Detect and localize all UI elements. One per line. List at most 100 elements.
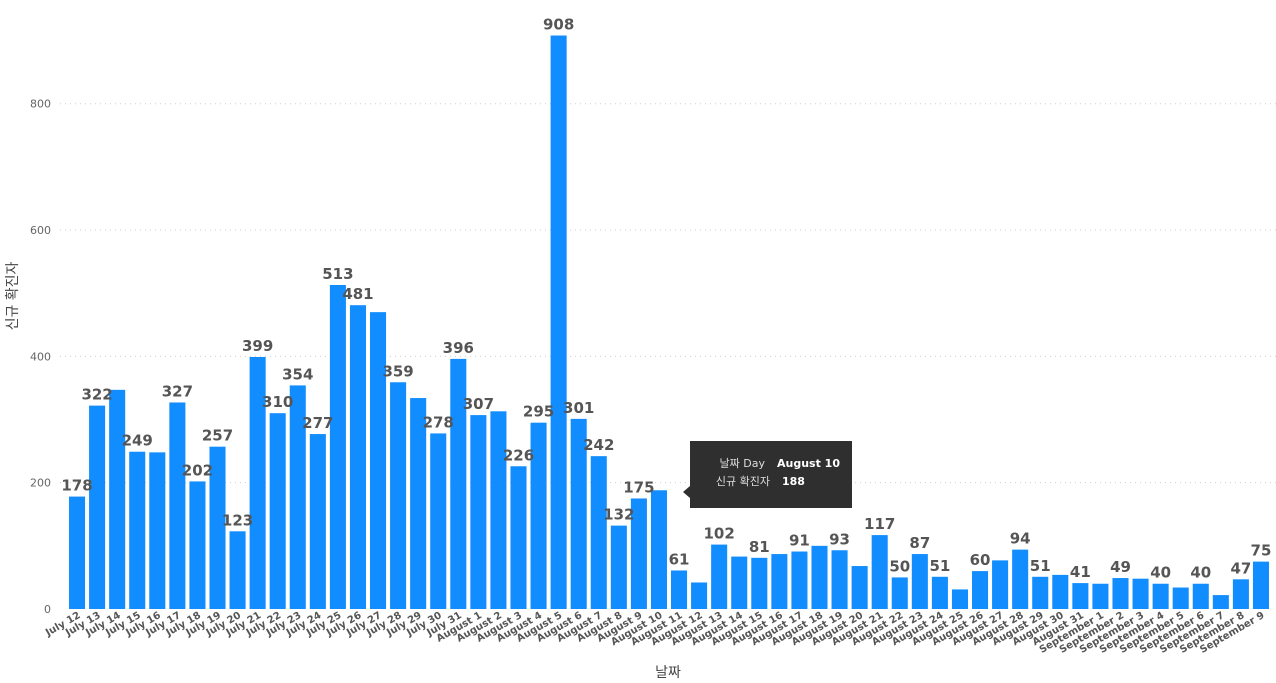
bar[interactable] [751,557,768,609]
data-label: 354 [282,365,313,383]
bar[interactable] [410,398,427,609]
bar[interactable] [630,498,647,609]
bar[interactable] [1152,583,1169,609]
bar[interactable] [189,481,206,609]
data-label: 123 [222,511,253,529]
bar[interactable] [871,535,888,609]
bar[interactable] [1052,574,1069,609]
bar[interactable] [931,576,948,609]
bar[interactable] [691,582,708,609]
bar[interactable] [1072,583,1089,609]
bar[interactable] [129,451,146,609]
bar[interactable] [1092,583,1109,609]
bar[interactable] [249,356,266,609]
data-label: 278 [423,413,454,431]
bar[interactable] [671,570,688,609]
bar[interactable] [370,312,387,609]
data-label: 51 [929,557,950,575]
bar[interactable] [390,382,407,609]
bar[interactable] [470,415,487,609]
bar[interactable] [911,554,928,609]
data-label: 81 [749,538,770,556]
bar[interactable] [1252,561,1269,609]
data-label: 513 [322,265,353,283]
data-label: 49 [1110,558,1131,576]
bar[interactable] [570,418,587,609]
data-label: 61 [669,550,690,568]
bar[interactable] [349,305,366,609]
bar[interactable] [209,446,226,609]
data-label: 47 [1230,559,1251,577]
bar[interactable] [1132,578,1149,609]
data-label: 93 [829,530,850,548]
bar[interactable] [1232,579,1249,609]
data-label: 396 [443,339,474,357]
data-label: 178 [61,477,92,495]
data-label: 481 [342,285,373,303]
data-label: 91 [789,532,810,550]
data-label: 226 [503,446,534,464]
bar[interactable] [1172,587,1189,609]
data-label: 359 [382,362,413,380]
data-label: 322 [81,386,112,404]
bar[interactable] [1192,583,1209,609]
bar[interactable] [791,551,808,609]
bar[interactable] [771,554,788,609]
bar[interactable] [992,560,1009,609]
data-label: 75 [1251,542,1272,560]
bar[interactable] [1012,549,1029,609]
bar[interactable] [490,411,507,609]
bar[interactable] [89,405,106,609]
bar[interactable] [269,413,286,609]
bar[interactable] [289,385,306,609]
bar[interactable] [169,402,186,609]
bar[interactable] [550,35,567,609]
data-label: 277 [302,414,333,432]
bar[interactable] [650,490,667,609]
data-label: 307 [463,395,494,413]
bar[interactable] [891,577,908,609]
tooltip: 날짜 Day August 10 신규 확진자 188 [683,441,852,508]
bar[interactable] [1212,595,1229,609]
bar[interactable] [530,422,547,609]
x-axis-title: 날짜 [655,665,681,681]
bar[interactable] [309,434,326,609]
y-tick-label: 600 [30,224,51,237]
bar[interactable] [951,589,968,609]
bar[interactable] [69,496,86,609]
bar[interactable] [731,556,748,609]
data-label: 51 [1030,557,1051,575]
tooltip-day-value: August 10 [777,457,840,470]
bar[interactable] [851,566,868,609]
data-label: 132 [603,506,634,524]
data-label: 94 [1010,530,1031,548]
data-label: 327 [162,382,193,400]
bar[interactable] [229,531,246,609]
bar[interactable] [972,571,989,609]
bar[interactable] [329,284,346,609]
data-label: 50 [889,557,910,575]
bar[interactable] [831,550,848,609]
bar[interactable] [590,456,607,609]
y-tick-label: 0 [44,603,51,616]
bar[interactable] [1032,576,1049,609]
bar[interactable] [510,466,527,609]
data-labels: 178 322 249 327 202 257 123 399 310 354 277 513 481 3… [61,16,1271,582]
y-axis-title: 신규 확진자 [5,261,21,330]
data-label: 41 [1070,563,1091,581]
data-label: 257 [202,427,233,445]
bar[interactable] [450,358,467,609]
tooltip-count-key: 신규 확진자 [715,475,770,488]
bar[interactable] [1112,578,1129,609]
bars[interactable] [69,35,1269,609]
bar[interactable] [610,525,627,609]
y-tick-label: 400 [30,350,51,363]
bar[interactable] [711,544,728,609]
data-label: 87 [909,534,930,552]
bar[interactable] [811,545,828,609]
bar[interactable] [149,452,166,609]
data-label: 295 [523,403,554,421]
bar[interactable] [430,433,447,609]
bar[interactable] [109,389,126,609]
